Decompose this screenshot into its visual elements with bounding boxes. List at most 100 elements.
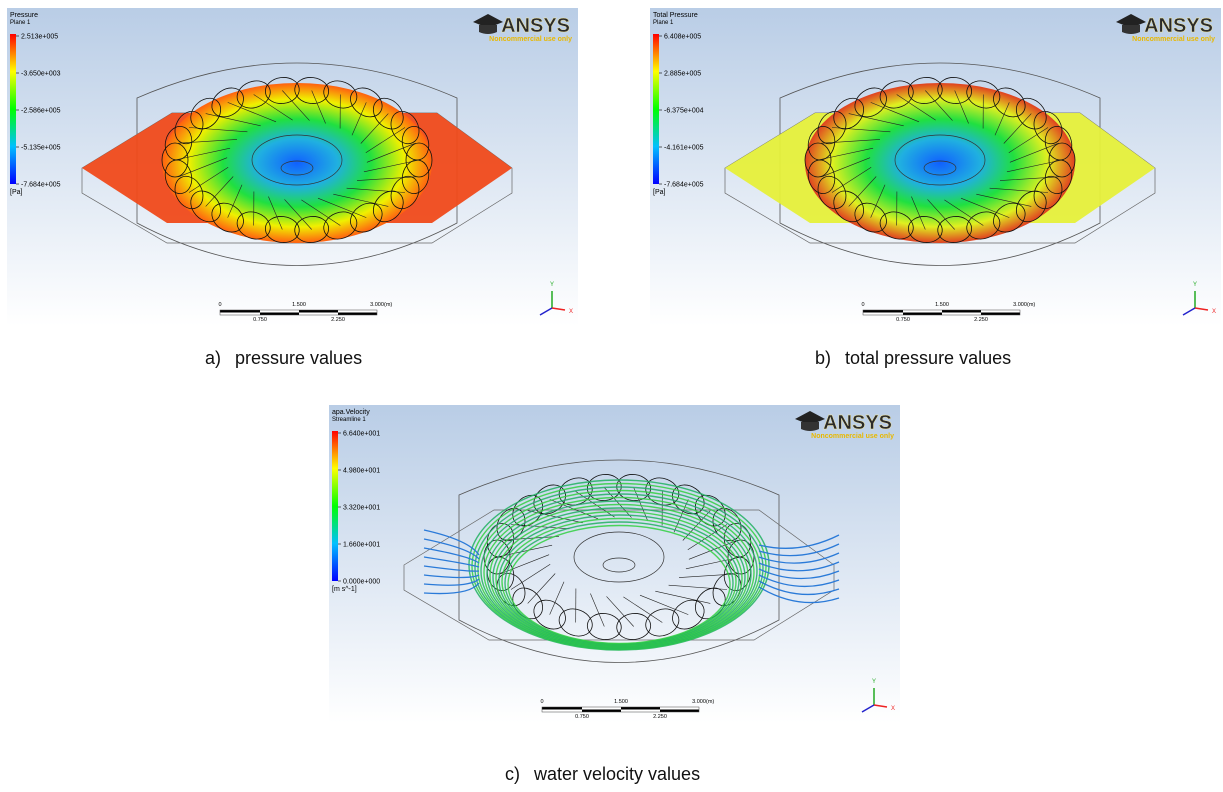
- colorbar-label: 1.660e+001: [343, 542, 380, 549]
- scale-segment-lower: [621, 710, 660, 713]
- logo-cap-base: [479, 25, 497, 34]
- caption: b) total pressure values: [815, 348, 1011, 369]
- scale-label: 3.000: [1013, 302, 1027, 308]
- scale-segment: [299, 310, 338, 313]
- colorbar-label: -7.684e+005: [21, 182, 61, 189]
- scale-label: 3.000: [370, 302, 384, 308]
- colorbar-label: -6.375e+004: [664, 108, 704, 115]
- scale-segment: [981, 310, 1020, 313]
- scale-label: 2.250: [653, 714, 667, 720]
- caption-text: water velocity values: [534, 764, 700, 784]
- axis-y-label: Y: [872, 679, 876, 685]
- scale-unit: (m): [384, 302, 392, 308]
- colorbar-label: 3.320e+001: [343, 505, 380, 512]
- colorbar-label: 6.408e+005: [664, 34, 701, 41]
- logo-note: Noncommercial use only: [1132, 36, 1215, 43]
- colorbar-label: -4.161e+005: [664, 145, 704, 152]
- colorbar: [653, 34, 659, 184]
- logo-cap-base: [801, 422, 819, 431]
- scale-label: 2.250: [331, 317, 345, 323]
- colorbar: [332, 431, 338, 581]
- scale-segment: [220, 310, 260, 313]
- axis-y-label: Y: [550, 282, 554, 288]
- scale-label: 0.750: [575, 714, 589, 720]
- scale-label: 2.250: [974, 317, 988, 323]
- panel-b: Total PressurePlane 1 6.408e+005 2.885e+00…: [650, 8, 1221, 326]
- logo-note: Noncommercial use only: [811, 433, 894, 440]
- scale-segment-lower: [338, 313, 377, 316]
- scale-label: 0.750: [896, 317, 910, 323]
- legend-subtitle: Plane 1: [10, 20, 31, 26]
- colorbar-label: -7.684e+005: [664, 182, 704, 189]
- caption-letter: b): [815, 348, 831, 368]
- caption: a) pressure values: [205, 348, 362, 369]
- scale-label: 1.500: [614, 699, 628, 705]
- colorbar-label: -5.135e+005: [21, 145, 61, 152]
- scale-segment-lower: [220, 313, 260, 316]
- scale-segment: [903, 310, 942, 313]
- caption: c) water velocity values: [505, 764, 700, 785]
- scale-label: 1.500: [935, 302, 949, 308]
- scale-segment: [863, 310, 903, 313]
- scale-segment: [542, 707, 582, 710]
- scale-segment-lower: [981, 313, 1020, 316]
- axis-y-label: Y: [1193, 282, 1197, 288]
- caption-text: pressure values: [235, 348, 362, 368]
- legend-subtitle: Streamline 1: [332, 417, 366, 423]
- scale-segment-lower: [942, 313, 981, 316]
- legend-subtitle: Plane 1: [653, 20, 674, 26]
- caption-letter: c): [505, 764, 520, 784]
- logo-brand: ANSYS: [1144, 15, 1213, 37]
- page: PressurePlane 12.513e+005-3.650e+003-2.5…: [0, 0, 1223, 792]
- scale-unit: (m): [706, 699, 714, 705]
- scale-label: 1.500: [292, 302, 306, 308]
- legend-title: Pressure: [10, 12, 38, 19]
- scale-segment: [582, 707, 621, 710]
- caption-text: total pressure values: [845, 348, 1011, 368]
- scale-label: 0: [861, 302, 864, 308]
- colorbar-label: 4.980e+001: [343, 468, 380, 475]
- legend-title: apa.Velocity: [332, 409, 370, 416]
- scale-segment: [338, 310, 377, 313]
- background: [329, 405, 900, 723]
- scale-segment: [621, 707, 660, 710]
- simulation-view: apa.VelocityStreamline 1 6.640e+001 4.980e…: [329, 405, 900, 723]
- logo-cap-base: [1122, 25, 1140, 34]
- colorbar-label: 6.640e+001: [343, 431, 380, 438]
- scale-label: 0: [540, 699, 543, 705]
- legend-unit: [m s^-1]: [332, 586, 357, 593]
- scale-segment-lower: [903, 313, 942, 316]
- scale-segment-lower: [299, 313, 338, 316]
- axis-x-label: X: [569, 309, 573, 315]
- scale-segment-lower: [863, 313, 903, 316]
- simulation-view: PressurePlane 1 2.513e+005 -3.650e+003 -2.5…: [7, 8, 578, 326]
- axis-x-label: X: [891, 706, 895, 712]
- legend-title: Total Pressure: [653, 12, 698, 19]
- logo-brand: ANSYS: [823, 412, 892, 434]
- colorbar-label: 2.885e+005: [664, 71, 701, 78]
- legend-unit: [Pa]: [653, 189, 666, 196]
- axis-x-label: X: [1212, 309, 1216, 315]
- scale-segment-lower: [260, 313, 299, 316]
- scale-label: 3.000: [692, 699, 706, 705]
- scale-unit: (m): [1027, 302, 1035, 308]
- colorbar-label: -3.650e+003: [21, 71, 61, 78]
- scale-label: 0: [218, 302, 221, 308]
- logo-note: Noncommercial use only: [489, 36, 572, 43]
- colorbar: [10, 34, 16, 184]
- colorbar-label: -2.586e+005: [21, 108, 61, 115]
- scale-segment: [260, 310, 299, 313]
- scale-segment: [660, 707, 699, 710]
- scale-segment-lower: [660, 710, 699, 713]
- colorbar-label: 2.513e+005: [21, 34, 58, 41]
- scale-segment-lower: [582, 710, 621, 713]
- caption-letter: a): [205, 348, 221, 368]
- scale-segment: [942, 310, 981, 313]
- scale-label: 0.750: [253, 317, 267, 323]
- legend-unit: [Pa]: [10, 189, 23, 196]
- colorbar-label: 0.000e+000: [343, 579, 380, 586]
- logo-brand: ANSYS: [501, 15, 570, 37]
